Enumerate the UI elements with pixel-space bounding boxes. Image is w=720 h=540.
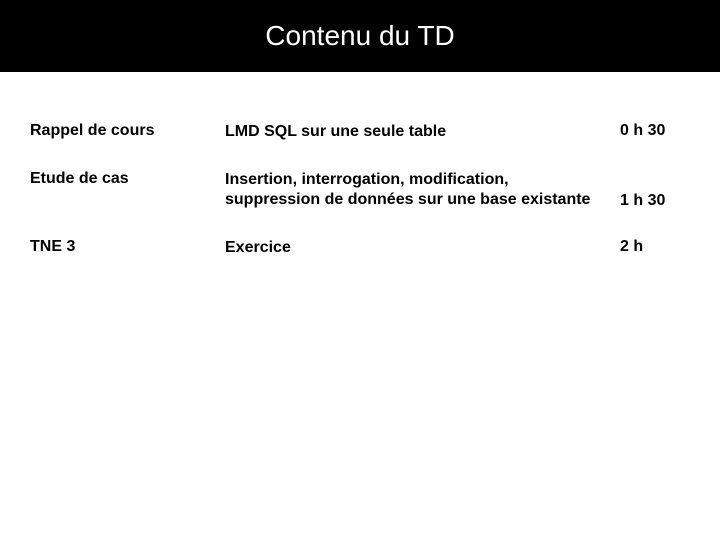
content-area: Rappel de cours LMD SQL sur une seule ta… — [0, 72, 720, 258]
row-duration: 2 h — [620, 238, 690, 256]
header-bar: Contenu du TD — [0, 0, 720, 72]
row-description: Insertion, interrogation, modification, … — [225, 170, 620, 210]
table-row: Rappel de cours LMD SQL sur une seule ta… — [30, 122, 690, 142]
row-description: Exercice — [225, 238, 620, 258]
row-duration: 1 h 30 — [620, 192, 690, 210]
row-label: TNE 3 — [30, 238, 225, 256]
table-row: TNE 3 Exercice 2 h — [30, 238, 690, 258]
table-row: Etude de cas Insertion, interrogation, m… — [30, 170, 690, 210]
row-label: Rappel de cours — [30, 122, 225, 140]
page-title: Contenu du TD — [265, 20, 454, 52]
row-label: Etude de cas — [30, 170, 225, 188]
row-description: LMD SQL sur une seule table — [225, 122, 620, 142]
row-duration: 0 h 30 — [620, 122, 690, 140]
